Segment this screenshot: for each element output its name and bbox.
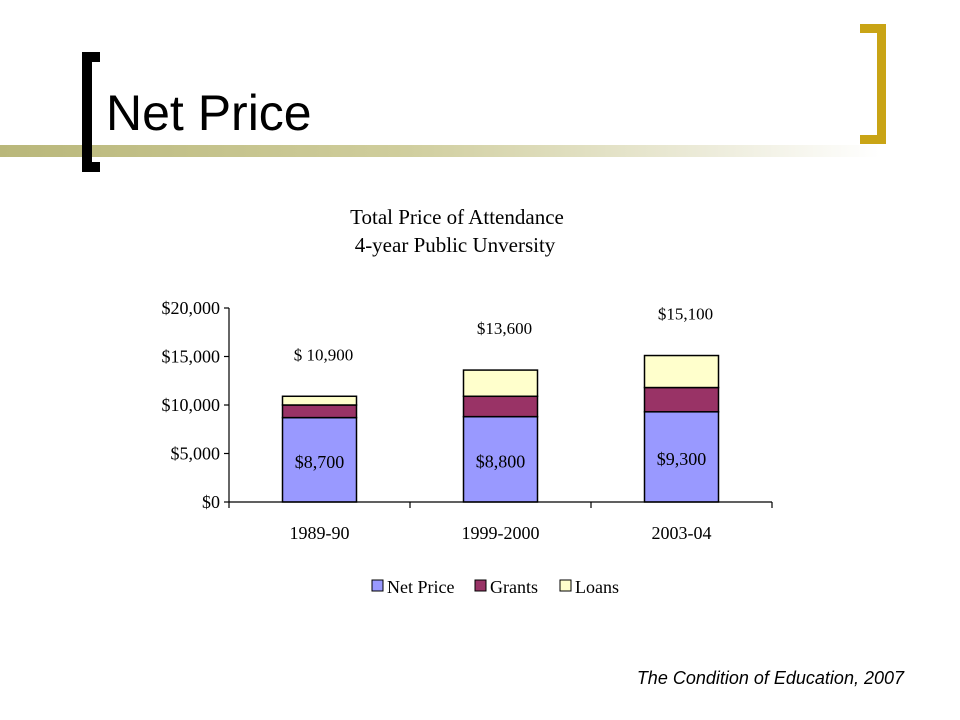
legend-label: Loans bbox=[575, 577, 619, 597]
net-price-data-label: $9,300 bbox=[657, 449, 707, 469]
chart-title: Total Price of Attendance bbox=[350, 205, 564, 229]
right-bracket-decoration bbox=[860, 24, 886, 144]
legend-swatch-loans bbox=[559, 579, 572, 592]
source-footer: The Condition of Education, 2007 bbox=[636, 668, 904, 688]
total-data-label: $13,600 bbox=[477, 319, 532, 338]
bar-net-price-2 bbox=[462, 415, 539, 503]
bar-loans-2 bbox=[462, 369, 539, 398]
legend-label: Net Price bbox=[387, 577, 454, 597]
x-tick-label: 1999-2000 bbox=[462, 523, 540, 543]
x-tick-label: 2003-04 bbox=[652, 523, 712, 543]
bar-net-price-1 bbox=[281, 416, 358, 503]
bar-loans-3 bbox=[643, 354, 720, 389]
net-price-data-label: $8,800 bbox=[476, 451, 526, 471]
legend-swatch-grants bbox=[474, 579, 487, 592]
bar-grants-3 bbox=[643, 386, 720, 413]
legend-swatch-net-price bbox=[371, 579, 384, 592]
bar-net-price-3 bbox=[643, 411, 720, 503]
total-data-label: $15,100 bbox=[658, 305, 713, 324]
left-bracket-decoration bbox=[82, 52, 100, 172]
bar-loans-1 bbox=[281, 395, 358, 406]
y-tick-label: $20,000 bbox=[162, 298, 221, 318]
title-underline-gradient bbox=[0, 145, 880, 157]
bar-grants-1 bbox=[281, 404, 358, 419]
x-tick-label: 1989-90 bbox=[290, 523, 350, 543]
net-price-data-label: $8,700 bbox=[295, 452, 345, 472]
y-tick-label: $5,000 bbox=[171, 444, 221, 464]
legend: Net Price Grants Loans bbox=[371, 577, 619, 597]
y-tick-label: $10,000 bbox=[162, 395, 221, 415]
y-tick-label: $15,000 bbox=[162, 347, 221, 367]
legend-label: Grants bbox=[490, 577, 538, 597]
slide-title: Net Price bbox=[106, 85, 312, 141]
bar-grants-2 bbox=[462, 395, 539, 418]
chart-subtitle: 4-year Public Unversity bbox=[355, 233, 556, 257]
y-tick-label: $0 bbox=[202, 492, 220, 512]
total-data-label: $ 10,900 bbox=[294, 345, 354, 364]
